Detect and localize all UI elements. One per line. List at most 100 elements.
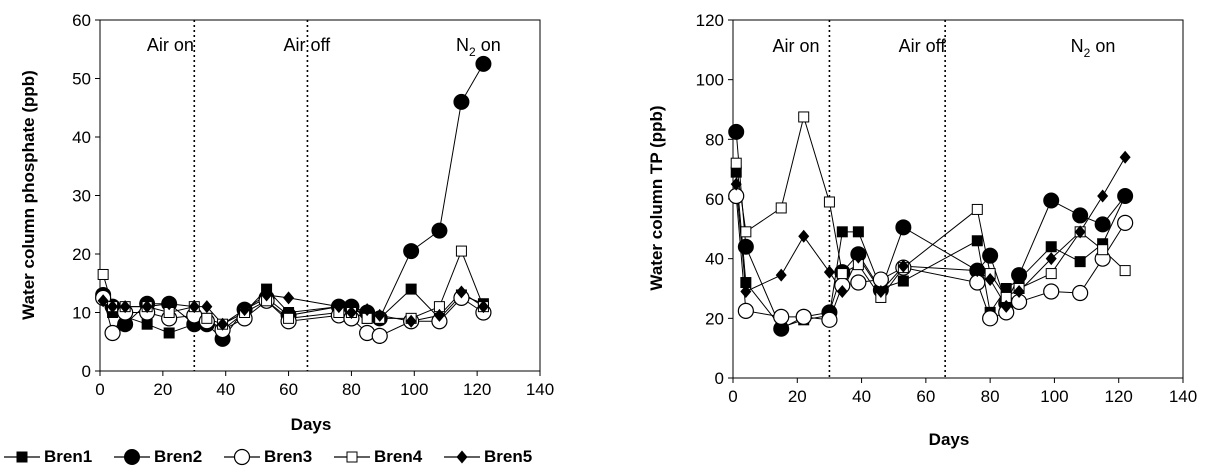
x-tick-label: 80 [981,387,1000,406]
y-tick-label: 60 [705,190,724,209]
y-tick-label: 0 [82,362,91,381]
data-point [969,274,986,291]
data-point [798,111,810,123]
data-point [188,300,200,314]
y-tick-label: 10 [72,304,91,323]
data-point [850,274,867,291]
x-tick-label: 60 [916,387,935,406]
x-axis-label: Days [291,415,332,434]
data-point [1097,238,1109,250]
series-points-Bren5 [97,285,489,331]
data-point [333,300,345,314]
series-points-Bren2 [95,55,492,347]
data-point [163,327,175,339]
data-point [1013,284,1025,298]
series-line-Bren5 [735,156,1126,308]
series-points-Bren2 [728,123,1134,337]
y-tick-label: 100 [696,71,724,90]
data-point [1117,214,1134,231]
data-point [728,123,745,140]
data-point [1045,268,1057,280]
series-line-Bren2 [735,131,1126,330]
data-point [730,177,742,191]
data-point [798,229,810,243]
data-point [1074,256,1086,268]
data-point [823,196,835,208]
legend-item-Bren3: Bren3 [224,447,312,466]
data-point [1072,284,1089,302]
chart-panel-1: 0 10 20 30 40 50 60 0 20 40 60 80 100 120 140 Days Water… [19,11,554,434]
data-point [1043,192,1060,209]
data-point [141,300,153,314]
x-tick-label: 40 [852,387,871,406]
data-point [475,55,492,72]
data-point [405,314,417,328]
legend-marker [346,451,358,463]
data-point [1119,265,1131,277]
data-point [453,93,470,110]
data-point [895,219,912,236]
legend-label: Bren4 [374,447,423,466]
y-tick-label: 20 [72,245,91,264]
data-point [982,247,999,264]
data-point [201,300,213,314]
data-point [872,271,889,288]
data-point [239,303,251,317]
data-point [455,245,467,257]
legend-item-Bren4: Bren4 [334,447,423,466]
legend: Bren1 Bren2 Bren3 Bren4 Bren5 [4,447,532,466]
data-point [283,291,295,305]
y-tick-label: 20 [705,309,724,328]
y-tick-label: 50 [72,70,91,89]
data-point [773,308,790,325]
x-tick-label: 40 [216,380,235,399]
x-tick-label: 140 [526,380,554,399]
data-point [141,318,153,330]
data-point [97,268,109,280]
x-tick-label: 60 [279,380,298,399]
data-point [361,303,373,317]
x-tick-label: 120 [463,380,491,399]
data-point [433,308,445,322]
legend-label: Bren2 [154,447,202,466]
data-point [836,226,848,238]
data-point [403,243,420,260]
y-tick-label: 0 [715,369,724,388]
y-tick-label: 80 [705,130,724,149]
data-point [119,300,131,314]
phase-label: Air off [283,35,331,55]
legend-item-Bren5: Bren5 [444,447,532,466]
data-point [775,268,787,282]
data-point [1074,225,1086,239]
data-point [823,265,835,279]
data-point [875,284,887,298]
legend-marker [16,451,28,463]
series-points-Bren5 [730,150,1131,313]
data-point [984,273,996,287]
data-point [1011,267,1028,284]
data-point [1119,150,1131,164]
x-axis-label: Days [929,430,970,449]
legend-marker [233,448,251,466]
legend-item-Bren1: Bren1 [4,447,92,466]
y-tick-label: 40 [72,128,91,147]
y-axis-label: Water column phosphate (ppb) [19,70,38,320]
phase-label: Air on [772,36,819,56]
x-tick-label: 20 [788,387,807,406]
data-point [261,288,273,302]
data-point [1000,283,1012,294]
x-tick-label: 0 [95,380,104,399]
data-point [405,283,417,295]
x-tick-label: 80 [342,380,361,399]
data-point [740,284,752,298]
data-point [1045,252,1057,266]
series-points-Bren4 [730,111,1131,303]
series-line-Bren3 [735,195,1126,321]
x-tick-label: 100 [400,380,428,399]
data-point [971,264,983,278]
data-point [821,311,838,328]
data-point [455,285,467,299]
phase-label: Air off [899,36,947,56]
legend-marker [456,450,468,464]
data-point [201,312,213,324]
